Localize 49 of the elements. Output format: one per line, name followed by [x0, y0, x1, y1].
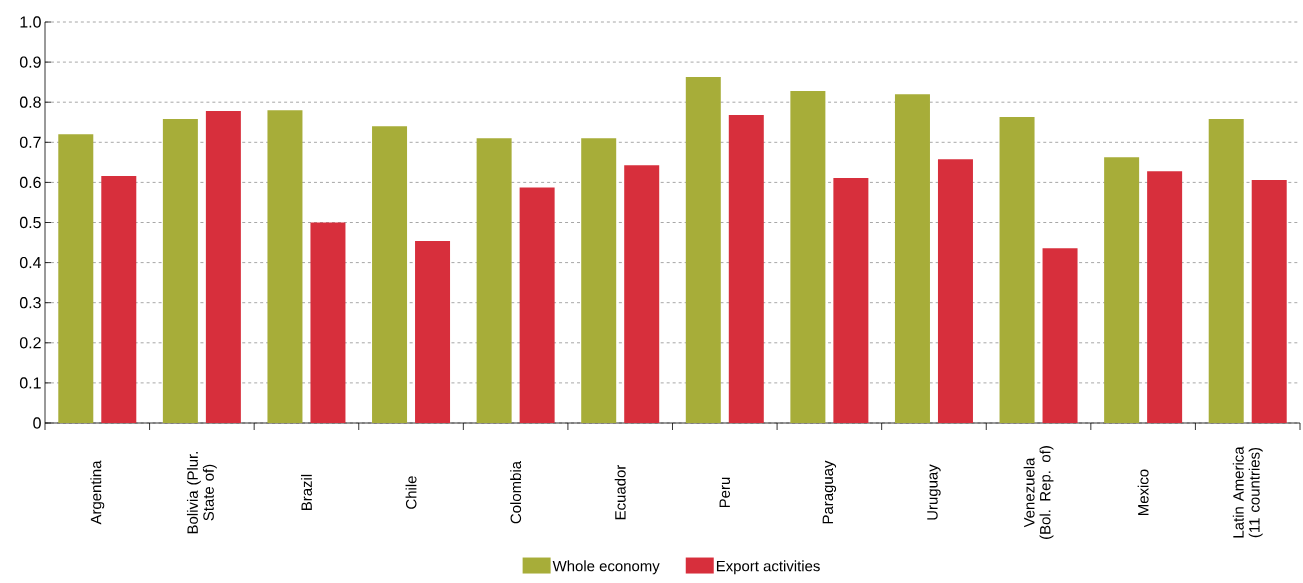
y-tick-label: 0.7: [19, 136, 41, 148]
x-tick-label: Brazil: [300, 474, 312, 510]
bar: [937, 159, 973, 423]
bar: [267, 110, 303, 423]
bar: [1104, 157, 1140, 423]
y-tick-label: 0.8: [19, 96, 41, 108]
bar: [162, 119, 198, 423]
y-tick-label: 0: [33, 417, 41, 429]
y-tick-label: 0.1: [19, 377, 41, 389]
y-tick-label: 0.9: [19, 56, 41, 68]
x-tick-label: Peru: [719, 477, 730, 508]
legend-label: Whole economy: [552, 560, 660, 575]
bar: [1208, 119, 1244, 423]
bar: [205, 111, 241, 423]
bar: [790, 90, 826, 423]
x-tick-label: Argentina: [90, 460, 105, 525]
y-tick-label: 0.6: [19, 176, 41, 189]
x-tick-label: Bolivia (Plur. State of): [186, 451, 217, 534]
x-tick-label: Latin America (11 countries): [1232, 446, 1263, 538]
bar: [1251, 179, 1287, 423]
y-tick-label: 0.3: [19, 297, 41, 309]
y-tick-label: 1.0: [20, 16, 41, 28]
bar: [476, 138, 512, 423]
x-tick-label: Chile: [405, 476, 417, 509]
x-tick-label: Paraguay: [822, 460, 837, 524]
x-tick-label: Colombia: [510, 460, 522, 524]
bar: [728, 115, 764, 423]
bar: [519, 187, 555, 423]
bar: [685, 76, 721, 423]
bar: [999, 117, 1035, 423]
bar: [581, 138, 617, 423]
x-tick-label: Uruguay: [927, 464, 941, 520]
x-tick-label: Ecuador: [614, 464, 626, 520]
bar: [415, 240, 451, 423]
bar: [1147, 171, 1183, 423]
bar: [58, 134, 94, 423]
bar: [624, 165, 660, 423]
bar: [833, 177, 869, 423]
y-tick-label: 0.5: [19, 216, 41, 229]
y-tick-label: 0.4: [19, 256, 41, 269]
x-tick-label: Venezuela (Bol. Rep. of): [1023, 446, 1054, 539]
bar: [310, 222, 346, 423]
bar: [894, 94, 930, 423]
legend-label: Export activities: [716, 560, 820, 575]
y-tick-label: 0.2: [19, 337, 41, 349]
bar: [372, 126, 408, 423]
bar: [101, 175, 137, 423]
bar: [1042, 248, 1078, 423]
x-tick-label: Mexico: [1137, 469, 1149, 515]
